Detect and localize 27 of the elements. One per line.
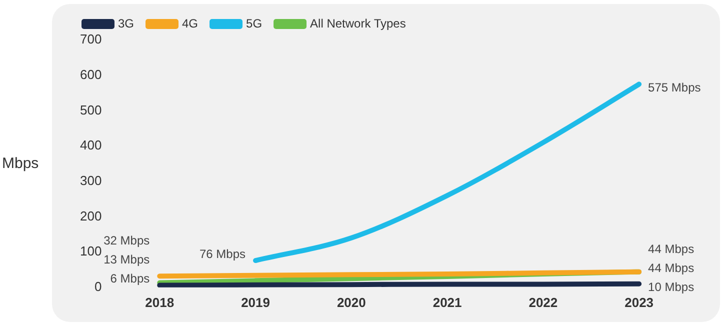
x-tick-label: 2021: [432, 294, 462, 310]
x-tick-label: 2018: [145, 294, 174, 310]
y-tick-label: 300: [80, 172, 102, 188]
y-tick-label: 100: [80, 244, 102, 259]
y-tick-label: 500: [80, 102, 102, 118]
x-tick-label: 2023: [624, 294, 654, 310]
x-tick-label: 2022: [528, 294, 558, 310]
data-label: 76 Mbps: [199, 246, 246, 261]
y-tick-label: 600: [80, 66, 102, 82]
legend-label: 4G: [182, 16, 198, 30]
data-label: 10 Mbps: [648, 280, 694, 294]
y-tick-label: 200: [80, 208, 102, 224]
data-label: 44 Mbps: [648, 242, 694, 256]
legend-label: All Network Types: [310, 16, 406, 30]
y-tick-label: 0: [94, 278, 102, 294]
y-tick-label: 700: [80, 32, 102, 47]
legend-label: 3G: [118, 16, 134, 30]
x-tick-label: 2019: [241, 294, 270, 310]
data-label: 6 Mbps: [110, 272, 150, 286]
data-label: 13 Mbps: [104, 252, 150, 267]
data-label: 32 Mbps: [104, 234, 150, 248]
legend-label: 5G: [246, 16, 262, 30]
y-tick-label: 400: [80, 138, 102, 153]
y-axis-title: Mbps: [2, 154, 39, 172]
data-label: 575 Mbps: [648, 80, 701, 94]
data-label: 44 Mbps: [648, 261, 694, 276]
x-tick-label: 2020: [336, 294, 366, 310]
